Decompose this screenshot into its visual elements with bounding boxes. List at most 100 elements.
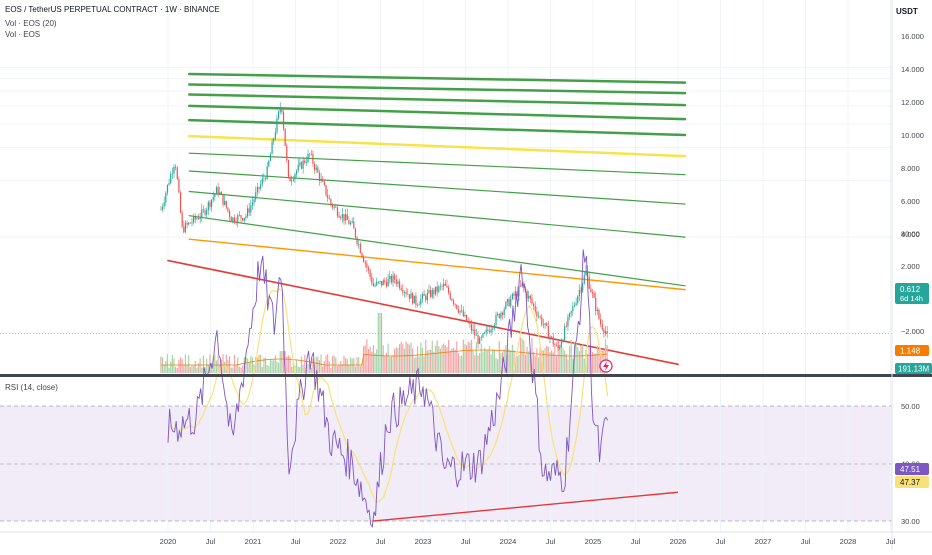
volume-bar bbox=[245, 357, 247, 373]
volume-bar bbox=[266, 364, 268, 373]
trend-line[interactable] bbox=[188, 83, 687, 95]
rsi-band-fill bbox=[0, 406, 892, 521]
candle-body bbox=[224, 200, 226, 205]
volume-bar bbox=[317, 356, 319, 373]
rsi-legend[interactable]: RSI (14, close) bbox=[5, 383, 58, 392]
candle-body bbox=[560, 342, 562, 347]
candle-body bbox=[461, 310, 463, 311]
candle-body bbox=[583, 275, 585, 284]
time-axis[interactable]: 2020 Jul 2021 Jul 2022 Jul 2023 Jul 2024 Jul 2025 J… bbox=[160, 537, 896, 546]
candle-body bbox=[322, 178, 324, 182]
candle-body bbox=[246, 208, 249, 217]
volume-bar bbox=[528, 351, 530, 373]
currency-unit[interactable]: USDT bbox=[896, 7, 918, 16]
candle-body bbox=[552, 336, 554, 345]
volume-bar bbox=[560, 345, 562, 373]
candle-body bbox=[279, 107, 281, 112]
volume-bar bbox=[261, 366, 263, 373]
pane-separator[interactable] bbox=[0, 374, 932, 377]
volume-bar bbox=[555, 356, 558, 373]
volume-bar bbox=[606, 345, 608, 373]
candle-body bbox=[564, 326, 566, 340]
trend-line[interactable] bbox=[188, 238, 686, 291]
volume-bar bbox=[196, 367, 198, 373]
volume-bar bbox=[604, 338, 607, 373]
trend-line[interactable] bbox=[188, 152, 686, 176]
candle-body bbox=[479, 337, 481, 344]
volume-bar bbox=[227, 359, 229, 373]
candle-body bbox=[363, 257, 365, 262]
volume-bar bbox=[410, 342, 412, 373]
volume-bar bbox=[238, 366, 240, 373]
volume-bar bbox=[351, 358, 353, 373]
volume-bar bbox=[443, 343, 445, 373]
volume-bar bbox=[191, 364, 193, 373]
volume-bar bbox=[281, 351, 283, 373]
candle-body bbox=[299, 162, 301, 165]
time-tick-label: 2021 bbox=[245, 537, 262, 546]
time-tick-label: Jul bbox=[546, 537, 556, 546]
candle-body bbox=[313, 163, 316, 170]
candle-body bbox=[523, 283, 525, 289]
volume-bar bbox=[235, 364, 237, 373]
volume-bar bbox=[194, 360, 196, 373]
volume-bar bbox=[580, 345, 582, 373]
volume-bar bbox=[467, 341, 469, 373]
time-tick-label: 2025 bbox=[585, 537, 602, 546]
volume-bar bbox=[286, 356, 288, 373]
volume-bar bbox=[524, 354, 527, 373]
volume-bar bbox=[276, 361, 278, 373]
time-tick-label: 2026 bbox=[670, 537, 687, 546]
candle-body bbox=[181, 212, 183, 227]
volume-bar bbox=[297, 366, 299, 373]
price-pane[interactable] bbox=[0, 0, 892, 374]
volume-legend[interactable]: Vol · EOS bbox=[5, 30, 41, 39]
time-tick-label: Jul bbox=[376, 537, 386, 546]
volume-bar bbox=[575, 343, 577, 373]
candle-body bbox=[519, 285, 522, 287]
volume-bar bbox=[519, 337, 522, 373]
volume-bar bbox=[224, 362, 226, 373]
volume-bar bbox=[441, 345, 443, 373]
candle-body bbox=[233, 217, 236, 223]
volume-bar bbox=[322, 366, 324, 373]
trend-line[interactable] bbox=[188, 104, 687, 121]
volume-bar bbox=[472, 350, 474, 373]
candle-body bbox=[175, 166, 177, 168]
candle-body bbox=[377, 281, 379, 283]
volume-bar bbox=[163, 364, 165, 373]
trend-line[interactable] bbox=[188, 215, 686, 287]
candle-body bbox=[302, 160, 304, 169]
volume-bar bbox=[359, 366, 361, 373]
volume-bar bbox=[201, 367, 203, 373]
volume-bar bbox=[557, 341, 559, 373]
volume-bar bbox=[582, 344, 584, 373]
volume-bar bbox=[562, 347, 564, 373]
volume-bar bbox=[183, 365, 185, 373]
trend-line[interactable] bbox=[188, 72, 687, 84]
volume-ma-legend[interactable]: Vol · EOS (20) bbox=[5, 19, 57, 28]
candle-body bbox=[451, 298, 453, 301]
volume-bar bbox=[184, 354, 187, 373]
candle-body bbox=[263, 178, 265, 180]
trend-line[interactable] bbox=[188, 190, 686, 238]
trend-line[interactable] bbox=[188, 93, 687, 107]
candle-body bbox=[490, 329, 492, 333]
candle-body bbox=[361, 252, 363, 258]
trend-line[interactable] bbox=[188, 118, 687, 137]
candle-body bbox=[251, 202, 254, 206]
candle-body bbox=[557, 345, 559, 349]
volume-bar bbox=[300, 356, 303, 373]
volume-bar bbox=[583, 358, 585, 373]
volume-bar bbox=[302, 364, 304, 373]
candle-body bbox=[220, 192, 222, 195]
volume-bar bbox=[570, 339, 572, 373]
candle-body bbox=[434, 286, 437, 295]
trend-line[interactable] bbox=[167, 259, 679, 366]
trend-line[interactable] bbox=[188, 170, 686, 205]
candle-body bbox=[176, 167, 178, 180]
volume-bar bbox=[376, 349, 378, 373]
price-axis[interactable]: 16.000 14.000 12.000 10.000 8.000 6.000 4.000 2… bbox=[901, 32, 924, 336]
volume-bar bbox=[515, 357, 517, 373]
